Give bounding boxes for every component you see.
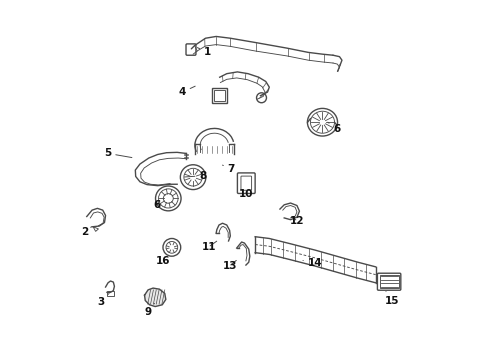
FancyBboxPatch shape (241, 176, 251, 190)
Text: 16: 16 (155, 252, 170, 266)
Text: 14: 14 (303, 258, 321, 268)
FancyBboxPatch shape (185, 44, 196, 55)
Text: 7: 7 (222, 165, 234, 174)
Polygon shape (144, 288, 165, 306)
Text: 12: 12 (289, 216, 304, 226)
FancyBboxPatch shape (211, 88, 226, 103)
Text: 10: 10 (239, 189, 253, 199)
Text: 15: 15 (384, 292, 398, 306)
Ellipse shape (163, 194, 173, 203)
Ellipse shape (180, 165, 205, 190)
Ellipse shape (256, 93, 266, 103)
Text: 1: 1 (197, 48, 210, 57)
FancyBboxPatch shape (106, 291, 114, 296)
Ellipse shape (163, 238, 181, 256)
Text: 6: 6 (153, 200, 160, 210)
FancyBboxPatch shape (213, 90, 224, 101)
Ellipse shape (155, 186, 181, 211)
FancyBboxPatch shape (377, 273, 400, 290)
Text: 6: 6 (327, 122, 340, 134)
Text: 3: 3 (97, 293, 109, 307)
Ellipse shape (158, 189, 178, 208)
Ellipse shape (307, 108, 337, 136)
Text: 13: 13 (222, 260, 236, 271)
Text: 8: 8 (184, 171, 206, 181)
Text: 4: 4 (179, 86, 195, 97)
Text: 11: 11 (202, 241, 216, 252)
Text: 9: 9 (144, 303, 154, 317)
Ellipse shape (310, 111, 334, 133)
Ellipse shape (165, 242, 177, 253)
Text: 2: 2 (81, 227, 91, 238)
Text: 5: 5 (104, 148, 132, 158)
Ellipse shape (183, 168, 202, 186)
FancyBboxPatch shape (379, 275, 398, 288)
FancyBboxPatch shape (237, 173, 255, 193)
